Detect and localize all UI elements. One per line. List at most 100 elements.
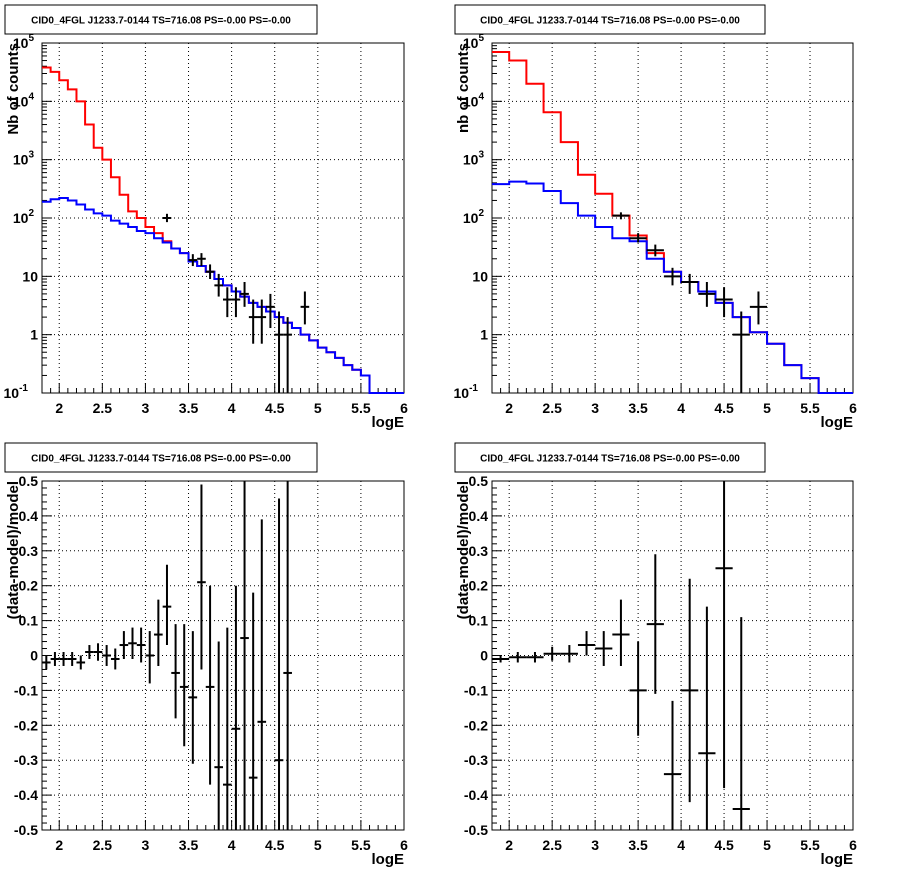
data-point xyxy=(145,631,155,684)
data-point xyxy=(663,700,682,830)
x-tick-label: 2 xyxy=(55,837,63,853)
model-blue-line xyxy=(42,197,404,394)
data-point xyxy=(560,645,578,663)
x-tick-label: 6 xyxy=(849,837,857,853)
data-point xyxy=(197,253,206,267)
y-tick-label: 10 xyxy=(472,268,488,284)
data-point xyxy=(76,655,86,670)
x-tick-label: 5.5 xyxy=(800,400,820,416)
data-point xyxy=(663,267,682,286)
data-point xyxy=(188,631,198,764)
y-tick-label: -0.3 xyxy=(14,752,38,768)
y-tick-label: 0 xyxy=(480,648,488,664)
x-tick-label: 6 xyxy=(400,400,408,416)
x-tick-label: 2.5 xyxy=(542,400,562,416)
x-tick-label: 4.5 xyxy=(265,837,285,853)
x-tick-label: 3.5 xyxy=(628,400,648,416)
data-point xyxy=(274,311,284,393)
data-point xyxy=(136,627,146,663)
x-tick-label: 3 xyxy=(142,837,150,853)
data-point xyxy=(179,624,189,747)
y-tick-label: 0.5 xyxy=(19,473,39,489)
panel-top-left: 2 2.5 3 3.5 4 4.5 5 5.5 6 10-1 1 10 102 103 104 105 logE… xyxy=(4,4,408,431)
data-point xyxy=(266,293,275,329)
panel-bottom-left: 2 2.5 3 3.5 4 4.5 5 5.5 6 -0.5 -0.4 -0.3 -0.2 -0.1 0 0.… xyxy=(4,442,408,868)
y-tick-label: -0.3 xyxy=(464,752,488,768)
model-blue-line xyxy=(492,180,853,394)
x-axis-title: logE xyxy=(372,414,405,431)
data-point xyxy=(715,481,733,789)
y-tick-label: 102 xyxy=(463,208,485,226)
y-tick-label: 0.3 xyxy=(19,543,39,559)
data-point xyxy=(543,646,561,661)
x-tick-label: 4.5 xyxy=(714,837,734,853)
x-tick-label: 5 xyxy=(763,837,771,853)
y-axis-title: (data-model)/model xyxy=(455,481,472,619)
x-tick-label: 5.5 xyxy=(351,837,371,853)
data-point xyxy=(509,652,527,663)
data-point xyxy=(197,484,206,670)
x-tick-label: 3.5 xyxy=(179,837,199,853)
x-tick-label: 5.5 xyxy=(800,837,820,853)
chart-title: CID0_4FGL J1233.7-0144 TS=716.08 PS=-0.0… xyxy=(480,16,740,27)
x-tick-label: 4.5 xyxy=(714,400,734,416)
data-point xyxy=(577,631,596,656)
data-point xyxy=(681,578,699,803)
x-tick-label: 6 xyxy=(849,400,857,416)
data-point xyxy=(223,287,232,318)
y-tick-label: 104 xyxy=(463,91,485,109)
data-point xyxy=(93,643,103,661)
data-point xyxy=(248,592,258,830)
data-point xyxy=(629,641,647,736)
x-tick-label: 2.5 xyxy=(93,837,113,853)
y-tick-label: 102 xyxy=(13,208,35,226)
y-tick-label: -0.4 xyxy=(14,787,38,803)
y-tick-label: 103 xyxy=(13,150,35,168)
x-tick-label: 5.5 xyxy=(351,400,371,416)
y-tick-label: 105 xyxy=(463,33,485,51)
y-tick-label: 0.2 xyxy=(469,578,489,594)
y-tick-label: 0.2 xyxy=(19,578,39,594)
y-tick-label: -0.5 xyxy=(14,822,38,838)
y-axis-title: (data-model)/model xyxy=(5,481,22,619)
data-point xyxy=(612,212,630,220)
x-tick-label: 2.5 xyxy=(542,837,562,853)
data-point xyxy=(257,299,267,344)
y-tick-label: 1 xyxy=(30,327,38,343)
y-tick-label: -0.2 xyxy=(464,717,488,733)
x-tick-label: 4 xyxy=(228,837,236,853)
data-point xyxy=(205,585,215,785)
y-tick-label: -0.1 xyxy=(464,682,488,698)
data-point xyxy=(214,641,223,830)
panel-top-right: 2 2.5 3 3.5 4 4.5 5 5.5 6 10-1 1 10 102 103 104 105 logE… xyxy=(454,4,857,431)
data-point xyxy=(102,645,111,666)
data-point xyxy=(240,481,249,830)
data-point xyxy=(492,655,510,663)
y-tick-label: 1 xyxy=(480,327,488,343)
data-point xyxy=(300,291,310,325)
x-tick-label: 2 xyxy=(505,837,513,853)
x-tick-label: 3 xyxy=(591,837,599,853)
data-point xyxy=(59,652,68,666)
x-tick-label: 2 xyxy=(55,400,63,416)
y-axis-title: Nb of counts xyxy=(5,43,22,135)
data-point xyxy=(162,213,172,223)
data-point xyxy=(188,254,198,267)
x-axis-title: logE xyxy=(821,851,854,868)
data-point xyxy=(248,299,258,344)
y-tick-label: 105 xyxy=(13,33,35,51)
data-point xyxy=(646,244,664,257)
x-tick-label: 4.5 xyxy=(265,400,285,416)
y-tick-label: 0.1 xyxy=(19,613,39,629)
data-point xyxy=(240,281,249,307)
x-tick-label: 3 xyxy=(142,400,150,416)
data-point xyxy=(698,606,716,830)
x-tick-label: 3 xyxy=(591,400,599,416)
data-point xyxy=(205,264,215,280)
x-tick-label: 4 xyxy=(677,837,685,853)
data-point xyxy=(154,599,163,666)
data-point xyxy=(85,645,94,659)
title-box xyxy=(454,442,766,473)
data-point xyxy=(698,281,716,307)
